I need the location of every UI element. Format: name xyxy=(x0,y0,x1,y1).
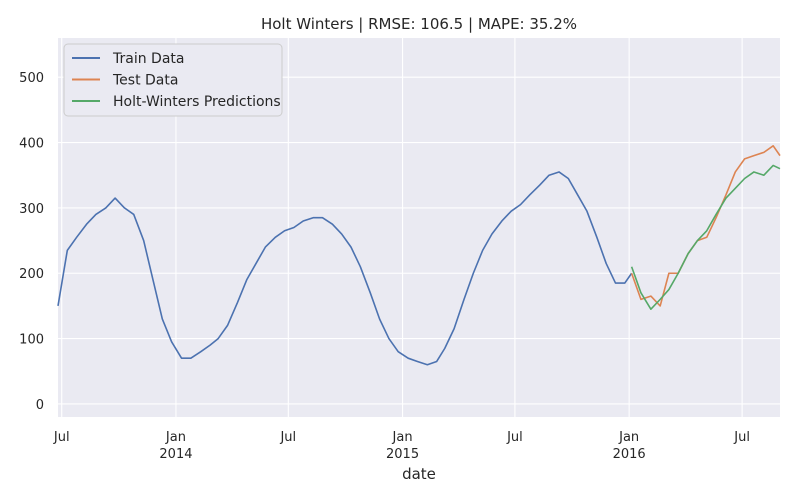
series-layer xyxy=(57,145,781,366)
series-line-1 xyxy=(57,171,633,366)
legend-label-3: Holt-Winters Predictions xyxy=(113,94,281,110)
x-tick-label: Jan xyxy=(165,430,186,445)
y-tick-label: 300 xyxy=(19,202,44,217)
x-tick-label: Jan xyxy=(618,430,639,445)
ticks: 0 100 200 300 400 500 Jul Jan 2014 Jul Jan 2015 Jul J… xyxy=(19,71,750,462)
x-axis-label: date xyxy=(402,465,436,483)
x-tick-label: Jul xyxy=(53,430,70,445)
legend-label-1: Train Data xyxy=(112,51,184,67)
legend: Train Data Test Data Holt-Winters Predicti… xyxy=(63,43,283,117)
series-line-3 xyxy=(630,164,781,310)
chart-title: Holt Winters | RMSE: 106.5 | MAPE: 35.2% xyxy=(261,15,577,33)
x-tick-label: Jul xyxy=(279,430,296,445)
y-tick-label: 400 xyxy=(19,137,44,152)
y-tick-label: 200 xyxy=(19,267,44,282)
x-tick-label: Jan xyxy=(392,430,413,445)
x-tick-year-label: 2016 xyxy=(613,447,646,462)
x-tick-year-label: 2014 xyxy=(159,447,192,462)
x-tick-year-label: 2015 xyxy=(386,447,419,462)
x-tick-label: Jul xyxy=(733,430,750,445)
x-tick-label: Jul xyxy=(506,430,523,445)
legend-label-2: Test Data xyxy=(112,73,178,89)
y-tick-label: 100 xyxy=(19,333,44,348)
legend-box xyxy=(63,43,283,117)
y-tick-label: 500 xyxy=(19,71,44,86)
y-tick-label: 0 xyxy=(36,398,44,413)
